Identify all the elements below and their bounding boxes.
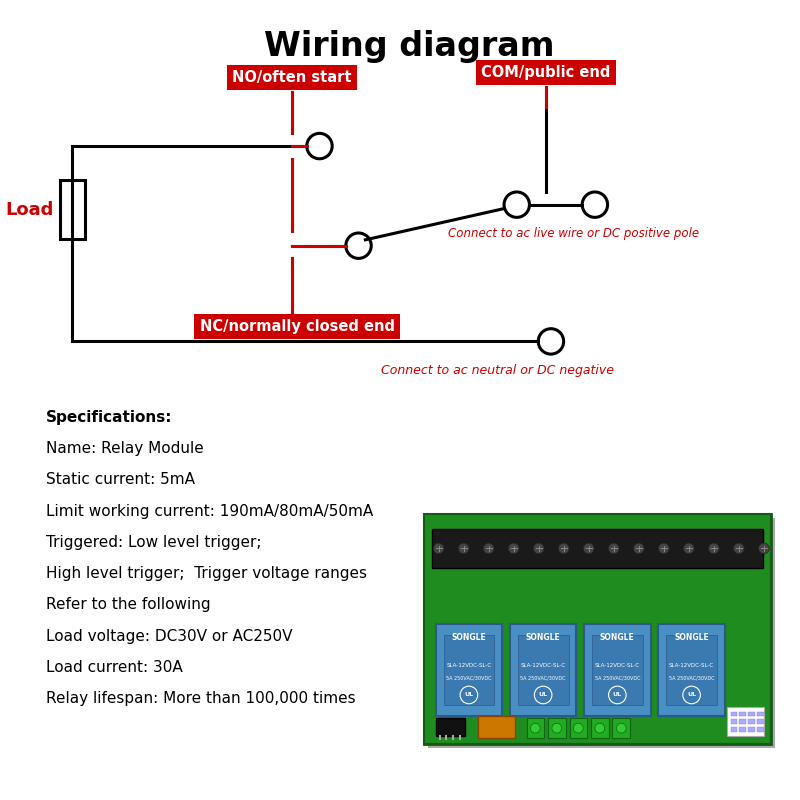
Circle shape [534,686,552,704]
Circle shape [458,543,469,554]
Text: Wiring diagram: Wiring diagram [264,30,554,63]
FancyBboxPatch shape [613,718,630,738]
Circle shape [552,723,562,733]
Circle shape [460,686,478,704]
Text: UL: UL [613,693,622,698]
Text: SLA-12VDC-SL-C: SLA-12VDC-SL-C [594,662,640,668]
FancyBboxPatch shape [428,518,774,748]
Text: Name: Relay Module: Name: Relay Module [46,441,204,456]
FancyBboxPatch shape [739,719,746,724]
Text: NO/often start: NO/often start [232,70,352,85]
Text: NC/normally closed end: NC/normally closed end [199,319,394,334]
Text: Limit working current: 190mA/80mA/50mA: Limit working current: 190mA/80mA/50mA [46,503,374,518]
FancyBboxPatch shape [548,718,566,738]
FancyBboxPatch shape [432,529,763,568]
FancyBboxPatch shape [730,727,738,732]
Circle shape [634,543,644,554]
Text: SLA-12VDC-SL-C: SLA-12VDC-SL-C [669,662,714,668]
Circle shape [658,543,669,554]
FancyBboxPatch shape [591,718,609,738]
FancyBboxPatch shape [592,635,642,705]
FancyBboxPatch shape [666,635,717,705]
Circle shape [609,686,626,704]
FancyBboxPatch shape [436,624,502,717]
Text: COM/public end: COM/public end [482,66,610,80]
Text: Relay lifespan: More than 100,000 times: Relay lifespan: More than 100,000 times [46,691,356,706]
FancyBboxPatch shape [757,727,764,732]
Circle shape [534,543,544,554]
FancyBboxPatch shape [424,514,770,744]
Text: SLA-12VDC-SL-C: SLA-12VDC-SL-C [446,662,491,668]
Circle shape [734,543,744,554]
Text: Connect to ac live wire or DC positive pole: Connect to ac live wire or DC positive p… [448,227,699,241]
FancyBboxPatch shape [748,727,755,732]
Text: Load current: 30A: Load current: 30A [46,660,182,674]
FancyBboxPatch shape [748,711,755,717]
FancyBboxPatch shape [726,706,764,736]
FancyBboxPatch shape [424,514,770,744]
Text: Static current: 5mA: Static current: 5mA [46,472,195,487]
Circle shape [574,723,583,733]
FancyBboxPatch shape [757,711,764,717]
FancyBboxPatch shape [60,180,85,239]
FancyBboxPatch shape [757,719,764,724]
Circle shape [583,543,594,554]
Circle shape [709,543,719,554]
Circle shape [682,686,700,704]
FancyBboxPatch shape [739,727,746,732]
FancyBboxPatch shape [658,624,725,717]
Circle shape [758,543,770,554]
FancyBboxPatch shape [443,635,494,705]
Text: Load voltage: DC30V or AC250V: Load voltage: DC30V or AC250V [46,629,293,643]
Text: Triggered: Low level trigger;: Triggered: Low level trigger; [46,534,262,550]
Text: SONGLE: SONGLE [600,633,634,642]
Text: Load: Load [6,201,54,218]
Text: SLA-12VDC-SL-C: SLA-12VDC-SL-C [521,662,566,668]
Text: 5A 250VAC/30VDC: 5A 250VAC/30VDC [594,675,640,680]
Text: SONGLE: SONGLE [526,633,561,642]
Circle shape [558,543,569,554]
Circle shape [616,723,626,733]
Text: High level trigger;  Trigger voltage ranges: High level trigger; Trigger voltage rang… [46,566,367,581]
Circle shape [608,543,619,554]
Text: SONGLE: SONGLE [451,633,486,642]
FancyBboxPatch shape [510,624,576,717]
FancyBboxPatch shape [478,717,515,738]
Text: Connect to ac neutral or DC negative: Connect to ac neutral or DC negative [381,364,614,377]
FancyBboxPatch shape [526,718,544,738]
Circle shape [683,543,694,554]
Circle shape [508,543,519,554]
Circle shape [595,723,605,733]
Text: 5A 250VAC/30VDC: 5A 250VAC/30VDC [669,675,714,680]
Circle shape [483,543,494,554]
Text: Specifications:: Specifications: [46,410,173,425]
Circle shape [530,723,540,733]
Text: Refer to the following: Refer to the following [46,598,210,612]
FancyBboxPatch shape [584,624,650,717]
FancyBboxPatch shape [570,718,587,738]
Text: SONGLE: SONGLE [674,633,709,642]
Text: UL: UL [538,693,548,698]
FancyBboxPatch shape [518,635,569,705]
FancyBboxPatch shape [730,719,738,724]
Text: UL: UL [687,693,696,698]
FancyBboxPatch shape [739,711,746,717]
Text: 5A 250VAC/30VDC: 5A 250VAC/30VDC [520,675,566,680]
Circle shape [434,543,444,554]
FancyBboxPatch shape [730,711,738,717]
FancyBboxPatch shape [436,718,465,736]
FancyBboxPatch shape [748,719,755,724]
Text: UL: UL [464,693,474,698]
Text: 5A 250VAC/30VDC: 5A 250VAC/30VDC [446,675,492,680]
